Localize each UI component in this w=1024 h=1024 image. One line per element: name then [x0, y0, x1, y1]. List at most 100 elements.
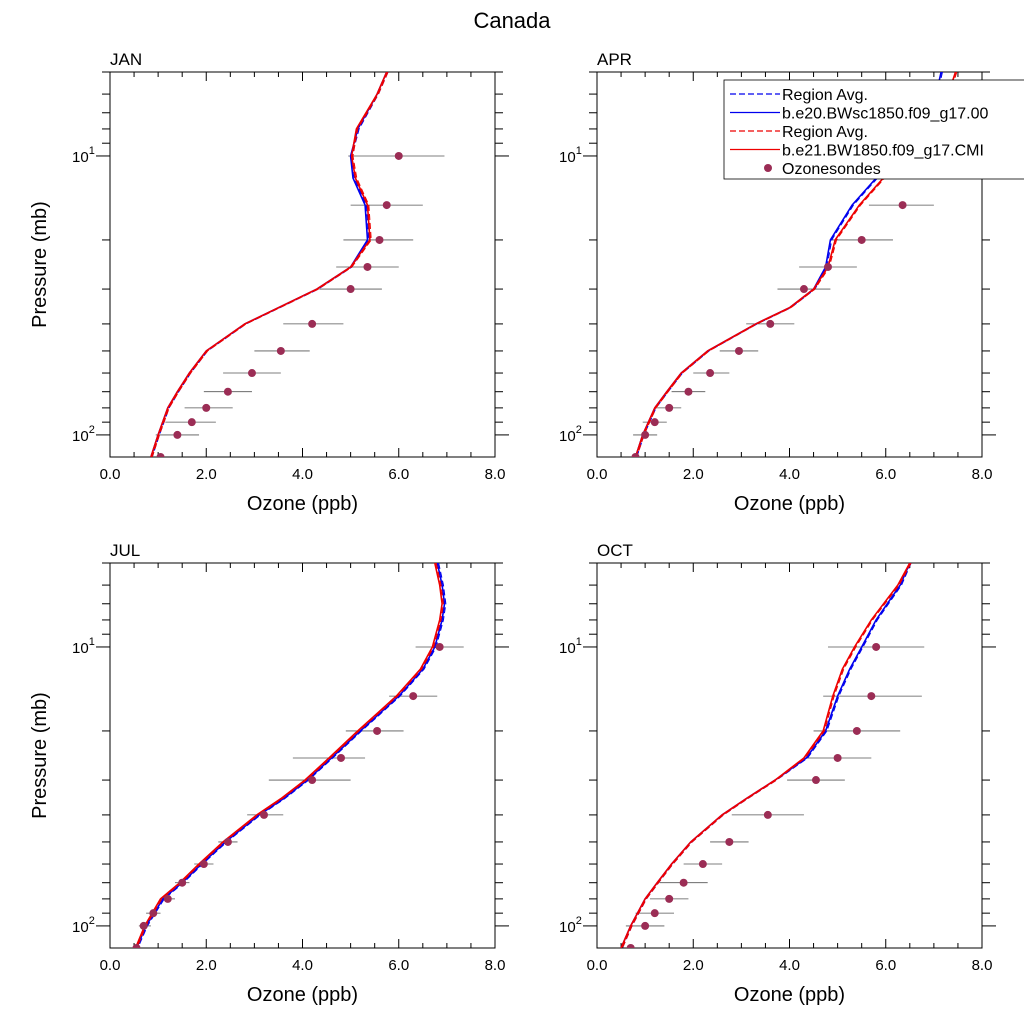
legend-marker [764, 164, 772, 172]
sonde-point [409, 692, 418, 701]
plot-frame [596, 562, 983, 949]
figure-title: Canada [473, 8, 551, 33]
sonde-point [857, 235, 866, 244]
x-tick-label: 8.0 [485, 957, 506, 974]
legend-label: b.e20.BWsc1850.f09_g17.00 [782, 106, 988, 123]
x-tick-label: 8.0 [972, 466, 993, 483]
sonde-point [641, 921, 650, 930]
region-avg-line-1 [621, 563, 912, 948]
legend-label: b.e21.BW1850.f09_g17.CMI [782, 143, 984, 160]
sonde-point [156, 453, 165, 457]
series-line-2 [620, 563, 911, 948]
sonde-point [178, 878, 187, 887]
y-axis-label: Pressure (mb) [29, 692, 51, 819]
sonde-point [799, 285, 808, 294]
series-line-1 [135, 563, 446, 948]
x-tick-label: 6.0 [875, 957, 896, 974]
x-axis-label: Ozone (ppb) [247, 984, 358, 1006]
plot-frame [109, 71, 496, 458]
legend-label: Region Avg. [782, 87, 868, 104]
sonde-point [665, 894, 674, 903]
series-line-1 [620, 563, 911, 948]
region-avg-line-2 [136, 563, 444, 948]
x-tick-label: 2.0 [196, 957, 217, 974]
sonde-point [811, 776, 820, 785]
legend-label: Ozonesondes [782, 161, 881, 178]
y-tick-label: 102 [559, 915, 582, 936]
sonde-point [223, 837, 232, 846]
sonde-point [337, 753, 345, 762]
sonde-point [223, 387, 232, 396]
x-tick-label: 8.0 [485, 466, 506, 483]
sonde-point [308, 319, 317, 328]
sonde-point [435, 642, 444, 651]
panel-title: OCT [597, 541, 633, 560]
sonde-point [665, 403, 674, 412]
series-line-2 [134, 563, 443, 948]
y-tick-label: 101 [559, 636, 582, 657]
panel-title: APR [597, 50, 632, 69]
x-tick-label: 6.0 [875, 466, 896, 483]
sonde-point [382, 201, 391, 210]
sonde-point [824, 262, 832, 271]
sonde-point [650, 909, 659, 918]
sonde-point [163, 894, 172, 903]
plot-frame [109, 562, 496, 949]
y-tick-label: 102 [72, 424, 95, 445]
sonde-point [173, 430, 182, 439]
sonde-point [852, 726, 861, 735]
region-avg-line-2 [636, 72, 958, 457]
y-tick-label: 101 [72, 636, 95, 657]
legend-label: Region Avg. [782, 124, 868, 141]
sonde-point [308, 776, 317, 785]
sonde-point [833, 753, 842, 762]
sonde-point [626, 944, 635, 948]
sonde-point [706, 369, 715, 378]
x-tick-label: 4.0 [779, 466, 800, 483]
region-avg-line-1 [137, 563, 447, 948]
sonde-point [373, 726, 382, 735]
x-tick-label: 0.0 [100, 466, 121, 483]
x-tick-label: 2.0 [683, 466, 704, 483]
sonde-point [375, 235, 384, 244]
sonde-point [679, 878, 688, 887]
series-line-1 [150, 72, 388, 457]
y-tick-label: 101 [559, 145, 582, 166]
sonde-point [725, 837, 734, 846]
sonde-point [898, 201, 907, 210]
sonde-point [394, 151, 403, 160]
sonde-point [867, 692, 876, 701]
sonde-point [698, 860, 707, 869]
series-line-2 [150, 72, 388, 457]
region-avg-line-2 [621, 563, 912, 948]
sonde-point [276, 346, 285, 355]
region-avg-line-2 [151, 72, 389, 457]
sonde-point [346, 285, 355, 294]
x-tick-label: 0.0 [100, 957, 121, 974]
y-tick-label: 102 [559, 424, 582, 445]
sonde-point [187, 418, 196, 427]
panel-jan: JAN 0.0 2.0 4.0 6.0 8.0 101 102 Ozone (ppb) Press… [29, 50, 509, 515]
y-tick-label: 102 [72, 915, 95, 936]
x-axis-label: Ozone (ppb) [734, 493, 845, 515]
sonde-point [139, 921, 148, 930]
sonde-point [631, 453, 640, 457]
sonde-point [766, 319, 775, 328]
legend: Region Avg.b.e20.BWsc1850.f09_g17.00Regi… [723, 79, 1024, 180]
panel-apr: APR 0.0 2.0 4.0 6.0 8.0 101 102 Ozone (ppb) [559, 50, 996, 515]
x-tick-label: 0.0 [587, 957, 608, 974]
x-tick-label: 4.0 [292, 957, 313, 974]
x-axis-label: Ozone (ppb) [247, 493, 358, 515]
sonde-point [247, 369, 256, 378]
sonde-point [650, 418, 659, 427]
x-axis-label: Ozone (ppb) [734, 984, 845, 1006]
sonde-point [684, 387, 693, 396]
legend-box [723, 79, 1024, 180]
x-tick-label: 4.0 [779, 957, 800, 974]
y-tick-label: 101 [72, 145, 95, 166]
sonde-point [734, 346, 743, 355]
x-tick-label: 0.0 [587, 466, 608, 483]
sonde-point [363, 262, 372, 271]
sonde-point [763, 810, 772, 819]
